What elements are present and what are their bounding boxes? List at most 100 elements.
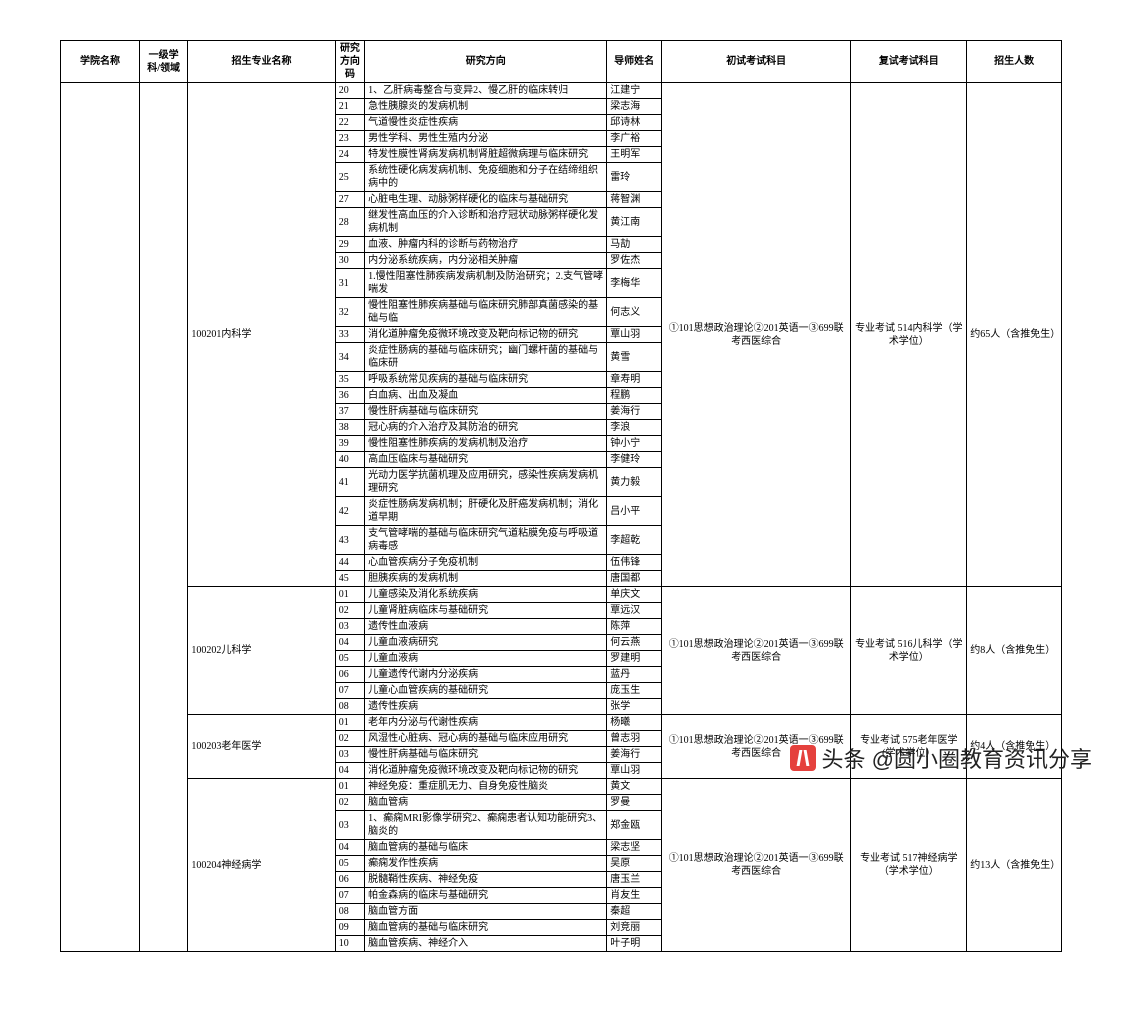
code-cell: 01 [335,587,364,603]
direction-cell: 炎症性肠病发病机制；肝硬化及肝癌发病机制；消化道早期 [365,497,607,526]
tutor-cell: 单庆文 [607,587,662,603]
direction-cell: 神经免疫：重症肌无力、自身免疫性脑炎 [365,779,607,795]
discipline-cell [139,83,187,952]
code-cell: 40 [335,452,364,468]
direction-cell: 儿童心血管疾病的基础研究 [365,683,607,699]
table-row: 100203老年医学01老年内分泌与代谢性疾病杨曦①101思想政治理论②201英… [61,715,1062,731]
code-cell: 38 [335,420,364,436]
tutor-cell: 江建宁 [607,83,662,99]
header-quota: 招生人数 [967,41,1062,83]
tutor-cell: 王明军 [607,147,662,163]
code-cell: 41 [335,468,364,497]
direction-cell: 脑血管病 [365,795,607,811]
code-cell: 27 [335,192,364,208]
header-code: 研究方向码 [335,41,364,83]
code-cell: 28 [335,208,364,237]
tutor-cell: 张学 [607,699,662,715]
tutor-cell: 黄力毅 [607,468,662,497]
code-cell: 24 [335,147,364,163]
code-cell: 03 [335,747,364,763]
tutor-cell: 黄文 [607,779,662,795]
tutor-cell: 梁志坚 [607,840,662,856]
code-cell: 34 [335,343,364,372]
code-cell: 04 [335,635,364,651]
code-cell: 43 [335,526,364,555]
header-college: 学院名称 [61,41,140,83]
header-major: 招生专业名称 [188,41,335,83]
direction-cell: 慢性肝病基础与临床研究 [365,404,607,420]
code-cell: 10 [335,936,364,952]
tutor-cell: 马劼 [607,237,662,253]
direction-cell: 脑血管病的基础与临床 [365,840,607,856]
code-cell: 07 [335,888,364,904]
major-cell: 100203老年医学 [188,715,335,779]
tutor-cell: 吴原 [607,856,662,872]
direction-cell: 1、乙肝病毒整合与变异2、慢乙肝的临床转归 [365,83,607,99]
direction-cell: 男性学科、男性生殖内分泌 [365,131,607,147]
code-cell: 35 [335,372,364,388]
table-row: 100202儿科学01儿童感染及消化系统疾病单庆文①101思想政治理论②201英… [61,587,1062,603]
code-cell: 45 [335,571,364,587]
retest-cell: 专业考试 517神经病学（学术学位） [851,779,967,952]
direction-cell: 脑血管方面 [365,904,607,920]
tutor-cell: 李广裕 [607,131,662,147]
retest-cell: 专业考试 516儿科学（学术学位） [851,587,967,715]
direction-cell: 内分泌系统疾病，内分泌相关肿瘤 [365,253,607,269]
code-cell: 01 [335,715,364,731]
direction-cell: 白血病、出血及凝血 [365,388,607,404]
direction-cell: 遗传性疾病 [365,699,607,715]
direction-cell: 冠心病的介入治疗及其防治的研究 [365,420,607,436]
tutor-cell: 罗佐杰 [607,253,662,269]
tutor-cell: 何云燕 [607,635,662,651]
major-cell: 100202儿科学 [188,587,335,715]
direction-cell: 脑血管疾病、神经介入 [365,936,607,952]
tutor-cell: 李浪 [607,420,662,436]
tutor-cell: 李健玲 [607,452,662,468]
code-cell: 44 [335,555,364,571]
tutor-cell: 李超乾 [607,526,662,555]
code-cell: 02 [335,795,364,811]
tutor-cell: 郑金瓯 [607,811,662,840]
prelim-cell: ①101思想政治理论②201英语一③699联考西医综合 [661,587,850,715]
tutor-cell: 罗曼 [607,795,662,811]
direction-cell: 儿童血液病 [365,651,607,667]
code-cell: 03 [335,811,364,840]
direction-cell: 特发性膜性肾病发病机制肾脏超微病理与临床研究 [365,147,607,163]
code-cell: 37 [335,404,364,420]
tutor-cell: 吕小平 [607,497,662,526]
tutor-cell: 庞玉生 [607,683,662,699]
tutor-cell: 何志义 [607,298,662,327]
direction-cell: 遗传性血液病 [365,619,607,635]
header-prelim: 初试考试科目 [661,41,850,83]
direction-cell: 胆胰疾病的发病机制 [365,571,607,587]
code-cell: 04 [335,840,364,856]
code-cell: 09 [335,920,364,936]
code-cell: 01 [335,779,364,795]
code-cell: 42 [335,497,364,526]
prelim-cell: ①101思想政治理论②201英语一③699联考西医综合 [661,779,850,952]
direction-cell: 风湿性心脏病、冠心病的基础与临床应用研究 [365,731,607,747]
code-cell: 04 [335,763,364,779]
code-cell: 05 [335,856,364,872]
tutor-cell: 唐玉兰 [607,872,662,888]
code-cell: 05 [335,651,364,667]
major-cell: 100201内科学 [188,83,335,587]
direction-cell: 心脏电生理、动脉粥样硬化的临床与基础研究 [365,192,607,208]
code-cell: 20 [335,83,364,99]
direction-cell: 消化道肿瘤免疫微环境改变及靶向标记物的研究 [365,763,607,779]
direction-cell: 癫痫发作性疾病 [365,856,607,872]
code-cell: 08 [335,904,364,920]
direction-cell: 老年内分泌与代谢性疾病 [365,715,607,731]
direction-cell: 儿童血液病研究 [365,635,607,651]
watermark-text: 头条 @圆小圈教育资讯分享 [822,742,1092,774]
header-direction: 研究方向 [365,41,607,83]
direction-cell: 1.慢性阻塞性肺疾病发病机制及防治研究；2.支气管哮喘发 [365,269,607,298]
tutor-cell: 肖友生 [607,888,662,904]
table-row: 100204神经病学01神经免疫：重症肌无力、自身免疫性脑炎黄文①101思想政治… [61,779,1062,795]
quota-cell: 约13人（含推免生） [967,779,1062,952]
toutiao-icon [790,745,816,771]
code-cell: 36 [335,388,364,404]
major-cell: 100204神经病学 [188,779,335,952]
code-cell: 06 [335,872,364,888]
code-cell: 21 [335,99,364,115]
